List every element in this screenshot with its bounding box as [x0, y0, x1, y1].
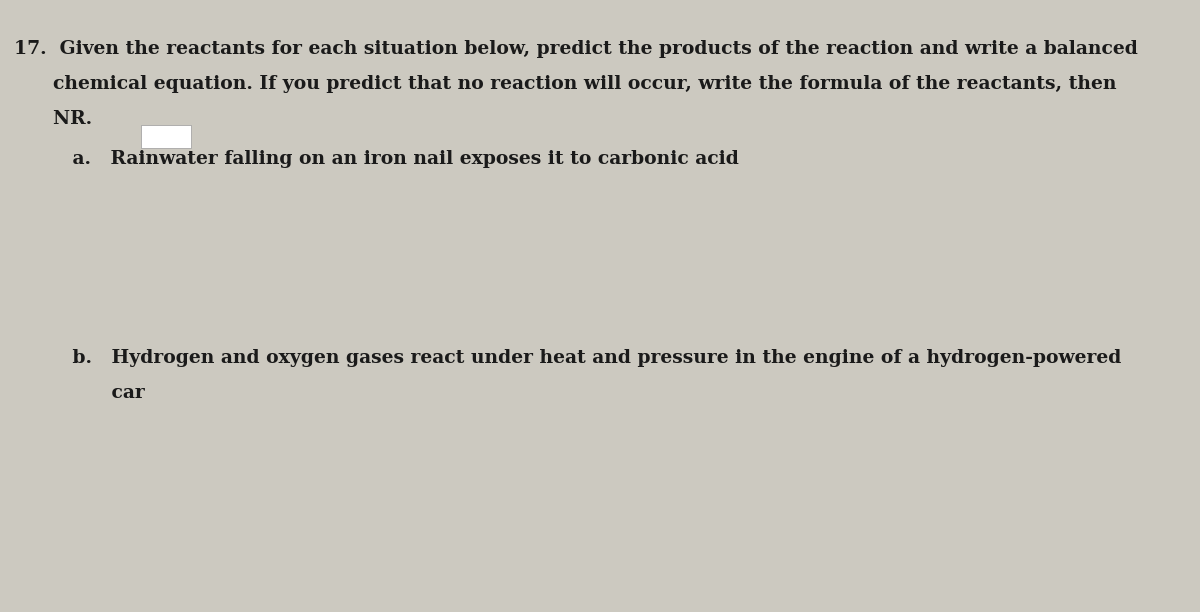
Text: a.   Rainwater falling on an iron nail exposes it to carbonic acid: a. Rainwater falling on an iron nail exp… — [14, 150, 739, 168]
Text: 17.  Given the reactants for each situation below, predict the products of the r: 17. Given the reactants for each situati… — [14, 40, 1139, 58]
Text: b.   Hydrogen and oxygen gases react under heat and pressure in the engine of a : b. Hydrogen and oxygen gases react under… — [14, 349, 1122, 367]
Text: chemical equation. If you predict that no reaction will occur, write the formula: chemical equation. If you predict that n… — [14, 75, 1117, 92]
FancyBboxPatch shape — [142, 125, 192, 148]
Text: car: car — [14, 384, 145, 401]
Text: NR.: NR. — [14, 110, 92, 128]
